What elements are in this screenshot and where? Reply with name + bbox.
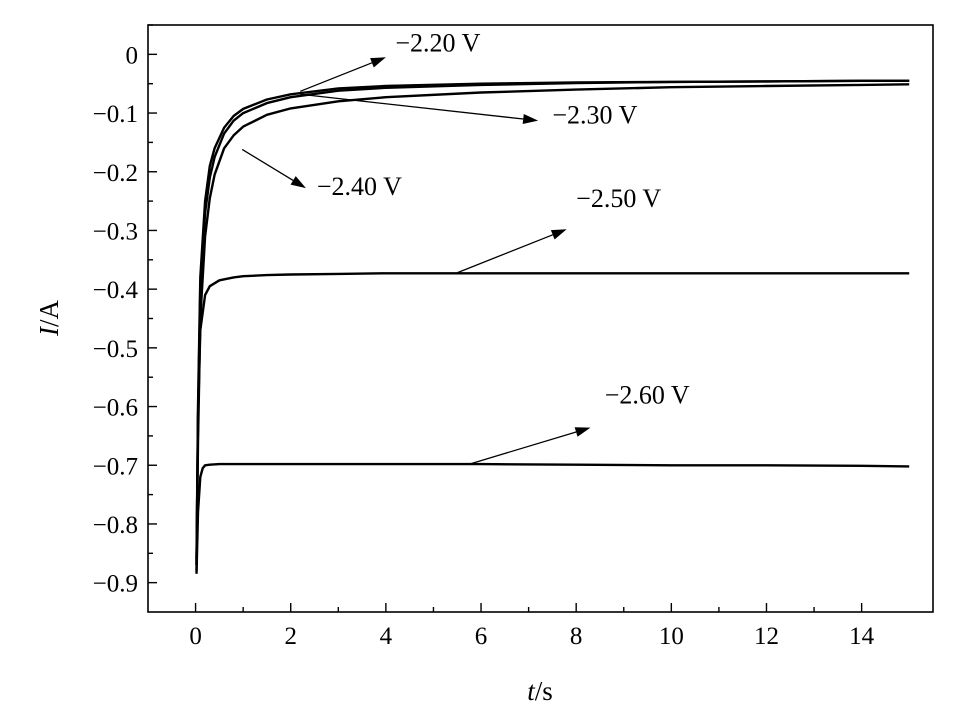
annotation-label: −2.40 V — [317, 172, 402, 201]
y-tick-label: −0.8 — [93, 512, 138, 539]
y-tick-label: −0.9 — [93, 571, 138, 598]
annotation-label: −2.30 V — [552, 101, 637, 130]
x-tick-label: 10 — [659, 623, 684, 650]
y-tick-label: −0.7 — [93, 453, 138, 480]
y-tick-label: −0.2 — [93, 160, 138, 187]
annotation-label: −2.20 V — [395, 28, 480, 57]
annotation-arrow — [300, 93, 524, 120]
annotation-label: −2.60 V — [605, 381, 690, 410]
series-line-5 — [195, 462, 910, 574]
annotations: −2.20 V −2.30 V −2.40 V −2.50 V −2.60 V — [241, 28, 690, 465]
y-tick-label: 0 — [126, 42, 139, 69]
series-line-1 — [195, 79, 910, 560]
annotation-arrowhead — [550, 229, 567, 240]
x-tick-label: 0 — [189, 623, 202, 650]
annotation-arrow — [300, 62, 373, 92]
x-tick-label: 2 — [284, 623, 297, 650]
y-axis-label: I/A — [34, 299, 64, 337]
x-tick-label: 6 — [475, 623, 488, 650]
annotation-arrowhead — [290, 176, 306, 189]
annotation-arrow — [457, 234, 553, 274]
x-tick-label: 8 — [570, 623, 583, 650]
x-axis: 0 2 4 6 8 10 12 14 — [189, 603, 875, 650]
annotation-arrow — [471, 431, 577, 465]
y-axis: 0 −0.1 −0.2 −0.3 −0.4 −0.5 −0.6 −0.7 −0.8 −0.9 — [93, 24, 157, 598]
series-group — [195, 79, 910, 574]
y-tick-label: −0.1 — [93, 101, 138, 128]
y-tick-label: −0.4 — [93, 277, 139, 304]
series-line-4 — [195, 272, 910, 566]
x-axis-label: t/s — [527, 676, 553, 706]
annotation-arrow — [241, 148, 294, 181]
x-tick-label: 12 — [754, 623, 779, 650]
annotation-arrowhead — [522, 114, 539, 124]
annotation-arrowhead — [370, 57, 386, 68]
series-line-2 — [195, 79, 910, 566]
y-tick-label: −0.5 — [93, 336, 138, 363]
series-line-3 — [195, 83, 910, 571]
annotation-label: −2.50 V — [576, 184, 661, 213]
annotation-arrowhead — [574, 427, 591, 437]
x-tick-label: 4 — [380, 623, 393, 650]
plot-frame — [147, 24, 934, 613]
y-tick-label: −0.3 — [93, 218, 138, 245]
y-tick-label: −0.6 — [93, 395, 138, 422]
x-tick-label: 14 — [849, 623, 875, 650]
